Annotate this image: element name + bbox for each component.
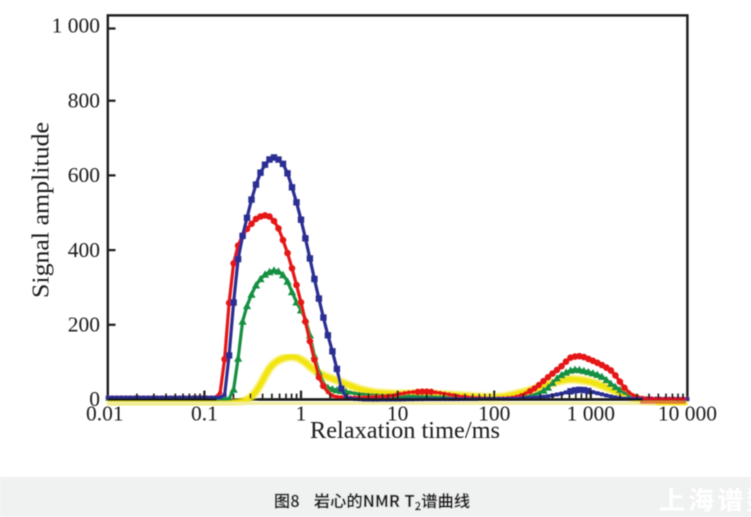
svg-text:200: 200 — [68, 313, 100, 337]
svg-text:10 000: 10 000 — [658, 401, 717, 425]
svg-text:0.01: 0.01 — [86, 401, 124, 425]
svg-text:1 000: 1 000 — [52, 14, 100, 38]
svg-text:1 000: 1 000 — [567, 401, 615, 425]
svg-text:100: 100 — [478, 401, 510, 425]
svg-text:400: 400 — [68, 238, 100, 262]
svg-text:Signal amplitude: Signal amplitude — [29, 122, 55, 298]
svg-text:0.1: 0.1 — [191, 401, 218, 425]
svg-text:10: 10 — [387, 401, 409, 425]
svg-text:0: 0 — [89, 387, 100, 411]
svg-text:800: 800 — [68, 88, 100, 112]
svg-text:1: 1 — [296, 401, 307, 425]
svg-text:600: 600 — [68, 163, 100, 187]
svg-text:Relaxation time/ms: Relaxation time/ms — [310, 418, 500, 444]
